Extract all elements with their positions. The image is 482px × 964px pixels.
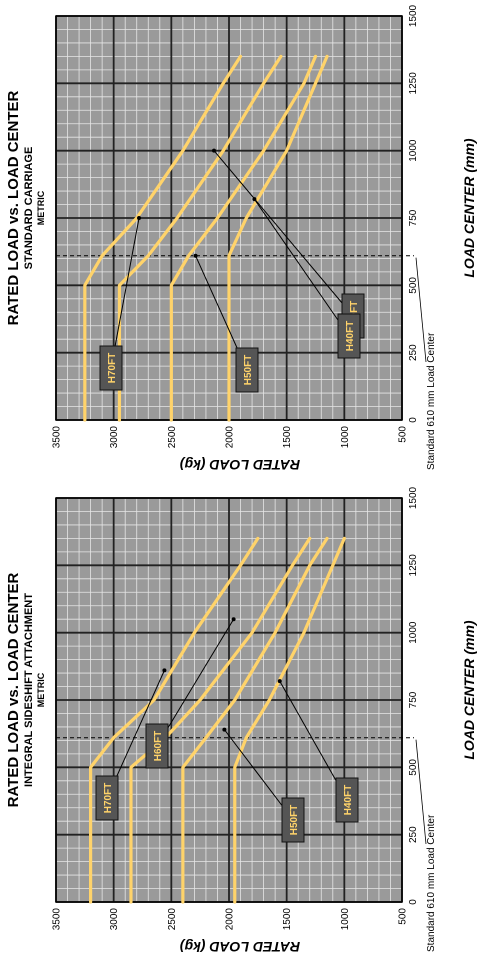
x-tick-label: 500 [408, 759, 419, 776]
series-label-text: H40FT [345, 321, 356, 352]
series-line-h60ft [117, 54, 283, 422]
y-axis-title: RATED LOAD (kg) [180, 457, 301, 473]
series-label-h70ft: H70FT [99, 216, 142, 391]
x-tick-label: 1250 [408, 554, 419, 577]
y-axis-title: RATED LOAD (kg) [180, 939, 301, 955]
reference-line-label: Standard 610 mm Load Center [426, 814, 437, 952]
chart-units-note: METRIC [36, 190, 46, 225]
series-label-h60ft: H60FT [145, 617, 236, 769]
series-label-text: H70FT [107, 353, 118, 384]
chart-units-note: METRIC [36, 672, 46, 707]
y-tick-label: 500 [398, 426, 409, 443]
chart-title: RATED LOAD vs. LOAD CENTER [5, 90, 22, 325]
y-tick-label: 2500 [167, 908, 178, 931]
series-label-h50ft: H50FT [222, 727, 305, 843]
y-tick-label: 3500 [52, 426, 63, 449]
series-label-text: H40FT [343, 785, 354, 816]
series-label-h70ft: H70FT [95, 668, 167, 821]
y-tick-label: 1500 [282, 908, 293, 931]
series-label-box [95, 775, 119, 821]
series-label-h40ft: H40FT [277, 679, 359, 823]
y-tick-label: 1500 [282, 426, 293, 449]
series-label-h40ft: H40FT [252, 197, 361, 359]
series-label-pointer-tip [162, 668, 167, 673]
series-line-h50ft [169, 54, 318, 422]
series-label-box [145, 723, 169, 769]
series-label-box [235, 347, 259, 393]
series-label-pointer [156, 618, 235, 747]
series-label-pointer-tip [212, 148, 217, 153]
x-tick-label: 500 [408, 277, 419, 294]
chart-subtitle: INTEGRAL SIDESHIFT ATTACHMENT [23, 593, 35, 787]
y-tick-label: 1000 [340, 908, 351, 931]
chart-subtitle: STANDARD CARRIAGE [23, 147, 35, 270]
series-label-pointer-tip [277, 679, 282, 684]
y-tick-label: 3000 [109, 908, 120, 931]
x-tick-label: 750 [408, 691, 419, 708]
series-label-pointer-tip [222, 727, 227, 732]
series-label-box [281, 797, 305, 843]
y-tick-label: 500 [398, 908, 409, 925]
x-tick-label: 250 [408, 826, 419, 843]
series-label-box [99, 345, 123, 391]
series-line-h60ft [129, 536, 312, 904]
chart-standard-carriage: 0 250 500 750 1000 1250 1500 3500 3000 2500 2000 15… [5, 4, 477, 473]
chart-title: RATED LOAD vs. LOAD CENTER [5, 572, 22, 807]
x-axis-title: LOAD CENTER (mm) [461, 138, 477, 278]
plot-border [55, 497, 403, 903]
x-tick-label: 1500 [408, 4, 419, 27]
reference-line-pointer [415, 257, 427, 363]
y-tick-label: 2000 [225, 426, 236, 449]
series-line-h70ft [83, 54, 243, 422]
x-tick-label: 750 [408, 209, 419, 226]
series-label-box [337, 313, 361, 359]
x-tick-label: 0 [408, 417, 419, 423]
series-line-h50ft [181, 536, 329, 904]
series-label-text: H70FT [103, 783, 114, 814]
y-tick-label: 3000 [109, 426, 120, 449]
x-tick-label: 250 [408, 344, 419, 361]
reference-line-pointer [415, 739, 427, 845]
series-line-h70ft [88, 536, 260, 904]
series-label-pointer [253, 198, 350, 337]
x-tick-label: 1250 [408, 72, 419, 95]
series-label-text: H60FT [153, 731, 164, 762]
series-label-pointer-tip [231, 617, 236, 622]
series-label-pointer-tip [252, 197, 257, 202]
series-line-h40ft [233, 536, 346, 904]
x-tick-label: 0 [408, 899, 419, 905]
y-tick-label: 2500 [167, 426, 178, 449]
x-tick-label: 1000 [408, 621, 419, 644]
series-label-pointer-tip [137, 216, 142, 220]
reference-line-label: Standard 610 mm Load Center [426, 332, 437, 470]
x-tick-label: 1000 [408, 139, 419, 162]
y-tick-label: 2000 [225, 908, 236, 931]
series-label-pointer [213, 150, 354, 317]
x-tick-label: 1500 [408, 486, 419, 509]
series-label-pointer [110, 217, 140, 369]
series-line-h40ft [227, 54, 329, 422]
y-tick-label: 3500 [52, 908, 63, 931]
series-label-h50ft: H50FT [193, 253, 259, 393]
x-axis-title: LOAD CENTER (mm) [461, 620, 477, 760]
series-label-text: H50FT [289, 805, 300, 836]
series-label-text: H50FT [243, 355, 254, 386]
y-tick-label: 1000 [340, 426, 351, 449]
chart-integral-sideshift: 0 250 500 750 1000 1250 1500 3500 3000 2500 2000 15… [5, 486, 477, 955]
series-label-box [335, 777, 359, 823]
series-label-pointer-tip [193, 253, 198, 258]
